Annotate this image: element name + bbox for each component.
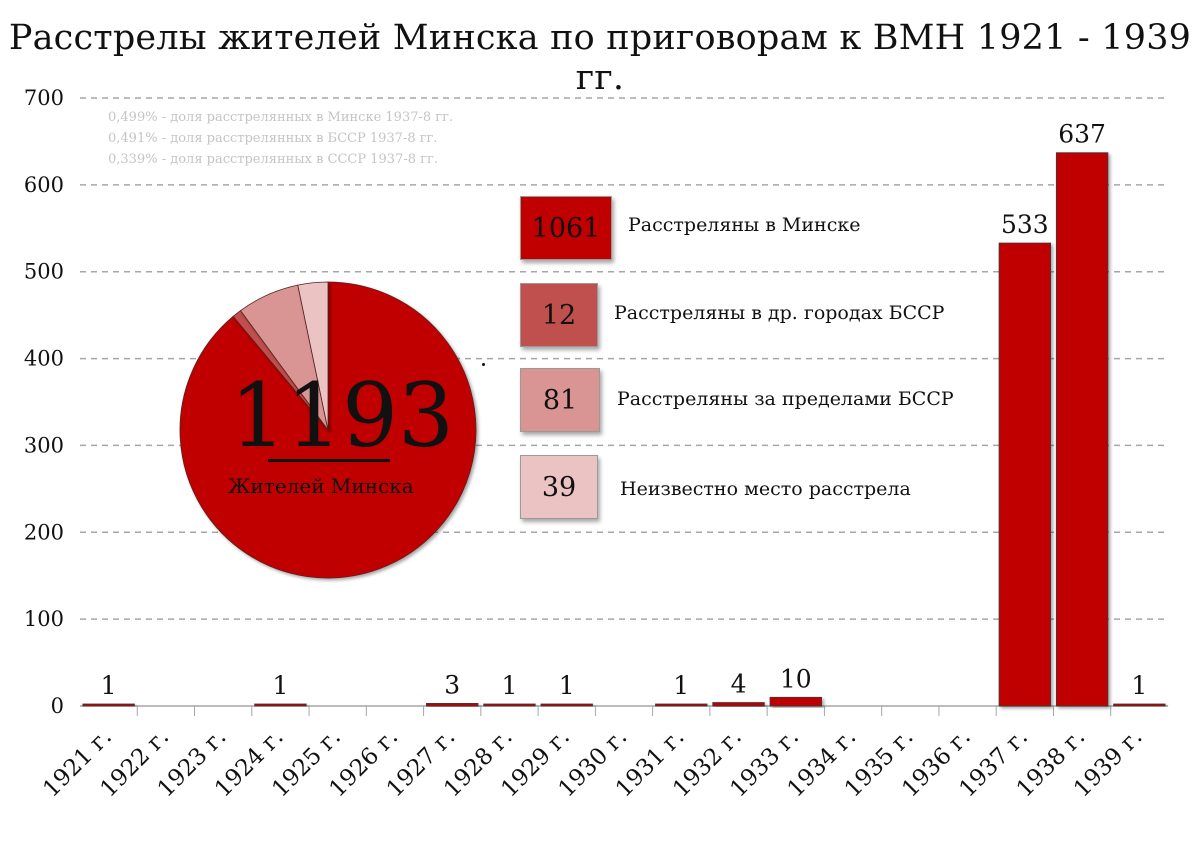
y-tick-label: 500 xyxy=(24,260,64,284)
bar-data-label: 10 xyxy=(780,664,812,693)
pie-total: 1193 xyxy=(230,364,454,467)
bar-data-label: 1 xyxy=(1131,671,1147,700)
bar-data-label: 1 xyxy=(272,671,288,700)
bar-data-label: 637 xyxy=(1058,120,1106,149)
legend-box-minsk: 1061 xyxy=(520,196,612,260)
bar xyxy=(769,696,822,707)
chart-title: Расстрелы жителей Минска по приговорам к… xyxy=(8,18,1192,98)
bar-data-label: 1 xyxy=(101,671,117,700)
bar xyxy=(1055,152,1109,707)
legend-box-unknown: 39 xyxy=(520,455,598,519)
bar-data-label: 533 xyxy=(1001,210,1049,239)
legend-label-minsk: Расстреляны в Минске xyxy=(628,214,861,236)
bar xyxy=(712,702,765,707)
pie-total-underline xyxy=(268,459,390,462)
legend-box-outside-bssr: 81 xyxy=(520,368,600,432)
pie-slice xyxy=(297,281,329,431)
legend-label-unknown: Неизвестно место расстрела xyxy=(620,478,911,500)
decorative-dot xyxy=(482,363,485,366)
note-ussr-share: 0,339% - доля расстрелянных в СССР 1937-… xyxy=(108,152,438,167)
bar xyxy=(426,702,479,707)
note-minsk-share: 0,499% - доля расстрелянных в Минске 193… xyxy=(108,110,454,125)
pie-caption: Жителей Минска xyxy=(228,474,414,498)
bar xyxy=(1113,703,1166,707)
y-tick-label: 0 xyxy=(51,694,64,718)
bar xyxy=(483,703,536,707)
bar-data-label: 1 xyxy=(559,671,575,700)
y-tick-label: 600 xyxy=(24,173,64,197)
bar xyxy=(998,242,1052,707)
bar xyxy=(254,703,307,707)
bar xyxy=(655,703,708,707)
note-bssr-share: 0,491% - доля расстрелянных в БССР 1937-… xyxy=(108,131,438,146)
bar xyxy=(540,703,593,707)
bar-data-label: 1 xyxy=(673,671,689,700)
y-tick-label: 200 xyxy=(24,520,64,544)
bar-data-label: 3 xyxy=(444,670,460,699)
legend-label-other-bssr: Расстреляны в др. городах БССР xyxy=(614,302,945,324)
legend-label-outside-bssr: Расстреляны за пределами БССР xyxy=(617,388,954,410)
y-tick-label: 700 xyxy=(24,86,64,110)
legend-box-other-bssr: 12 xyxy=(520,283,598,347)
y-tick-label: 100 xyxy=(24,607,64,631)
y-tick-label: 300 xyxy=(24,433,64,457)
bar-data-label: 1 xyxy=(502,671,518,700)
bar-data-label: 4 xyxy=(731,670,747,699)
bar xyxy=(82,703,135,707)
y-tick-label: 400 xyxy=(24,347,64,371)
